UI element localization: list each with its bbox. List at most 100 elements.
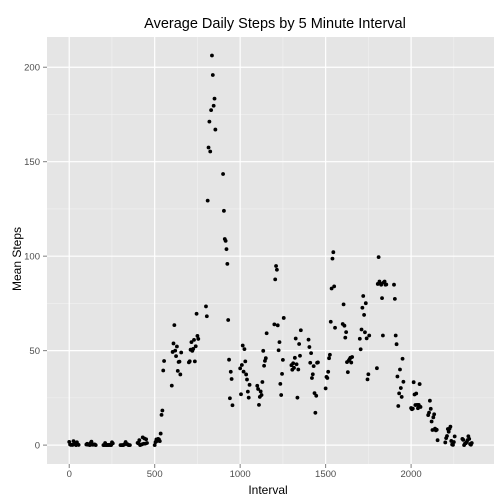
- y-axis-title: Mean Steps: [10, 227, 24, 291]
- minor-gridlines: [47, 37, 494, 464]
- data-point: [395, 374, 400, 379]
- data-point: [245, 389, 250, 394]
- data-point: [446, 429, 451, 434]
- data-point: [294, 362, 299, 367]
- data-point: [246, 395, 251, 400]
- data-point: [428, 406, 433, 411]
- data-point: [434, 427, 439, 432]
- data-point: [223, 238, 228, 243]
- data-point: [332, 284, 337, 289]
- data-point: [192, 359, 197, 364]
- data-point: [327, 356, 331, 361]
- data-point: [222, 208, 226, 213]
- data-point: [206, 145, 211, 150]
- data-point: [275, 267, 279, 272]
- data-point: [398, 386, 403, 390]
- data-point: [310, 372, 315, 377]
- data-point: [330, 256, 335, 261]
- data-point: [211, 103, 216, 108]
- data-point: [418, 405, 423, 409]
- data-point: [382, 279, 387, 284]
- data-point: [306, 337, 311, 342]
- data-point: [162, 359, 166, 363]
- data-point: [207, 119, 212, 124]
- data-point: [76, 443, 81, 447]
- data-point: [394, 342, 399, 347]
- data-point: [110, 441, 115, 446]
- data-point: [366, 372, 371, 377]
- data-point: [193, 344, 198, 349]
- data-point: [221, 172, 225, 176]
- data-point: [278, 381, 283, 386]
- data-point: [240, 343, 245, 348]
- data-point: [396, 404, 401, 408]
- data-point: [364, 336, 369, 341]
- data-point: [224, 247, 229, 252]
- data-point: [298, 353, 302, 358]
- data-point: [357, 336, 362, 341]
- data-point: [333, 325, 337, 330]
- data-point: [401, 379, 406, 384]
- data-point: [89, 439, 94, 444]
- data-point: [174, 354, 178, 359]
- data-point: [384, 282, 389, 287]
- data-point: [228, 369, 233, 374]
- data-point: [400, 356, 405, 361]
- data-point: [158, 431, 163, 436]
- data-point: [414, 391, 419, 396]
- data-point: [392, 282, 396, 287]
- data-point: [225, 262, 230, 266]
- data-point: [451, 440, 456, 444]
- data-point: [359, 327, 364, 332]
- data-point: [172, 323, 177, 328]
- y-tick-label: 150: [24, 157, 40, 168]
- data-point: [467, 436, 472, 441]
- data-point: [213, 127, 218, 132]
- data-point: [157, 439, 162, 444]
- data-point: [239, 363, 244, 367]
- data-point: [242, 347, 247, 352]
- data-point: [159, 412, 164, 417]
- data-point: [195, 334, 200, 338]
- data-point: [397, 391, 402, 396]
- y-tick-label: 200: [24, 63, 40, 74]
- data-point: [189, 340, 194, 345]
- data-point: [261, 348, 266, 353]
- data-point: [192, 337, 196, 342]
- data-point: [331, 250, 336, 255]
- data-point: [363, 330, 367, 335]
- data-point: [307, 345, 312, 349]
- data-point: [187, 359, 192, 364]
- data-point: [161, 368, 166, 373]
- data-point: [417, 382, 422, 386]
- data-point: [273, 277, 278, 282]
- data-point: [196, 337, 201, 341]
- data-point: [175, 368, 180, 373]
- data-point: [262, 363, 266, 368]
- data-point: [178, 372, 183, 377]
- data-point: [204, 304, 208, 309]
- data-point: [363, 301, 368, 306]
- data-point: [452, 434, 457, 439]
- data-point: [137, 438, 142, 443]
- data-point: [293, 336, 298, 341]
- data-point: [349, 360, 354, 365]
- data-point: [360, 305, 365, 310]
- data-point: [291, 361, 296, 366]
- data-point: [328, 352, 332, 357]
- data-point: [194, 311, 199, 316]
- x-tick-label: 1000: [230, 469, 251, 480]
- data-point: [259, 393, 264, 397]
- data-point: [175, 344, 179, 349]
- data-point: [209, 108, 214, 113]
- data-point: [308, 360, 313, 365]
- data-point: [210, 73, 215, 77]
- data-point: [279, 393, 284, 397]
- x-axis-tick-labels: 0 500 1000 1500 2000: [67, 469, 422, 480]
- data-point: [411, 380, 416, 385]
- data-point: [243, 359, 248, 364]
- data-point: [177, 359, 182, 364]
- data-point: [361, 294, 366, 298]
- axis-ticks: [43, 66, 412, 468]
- data-point: [367, 333, 372, 338]
